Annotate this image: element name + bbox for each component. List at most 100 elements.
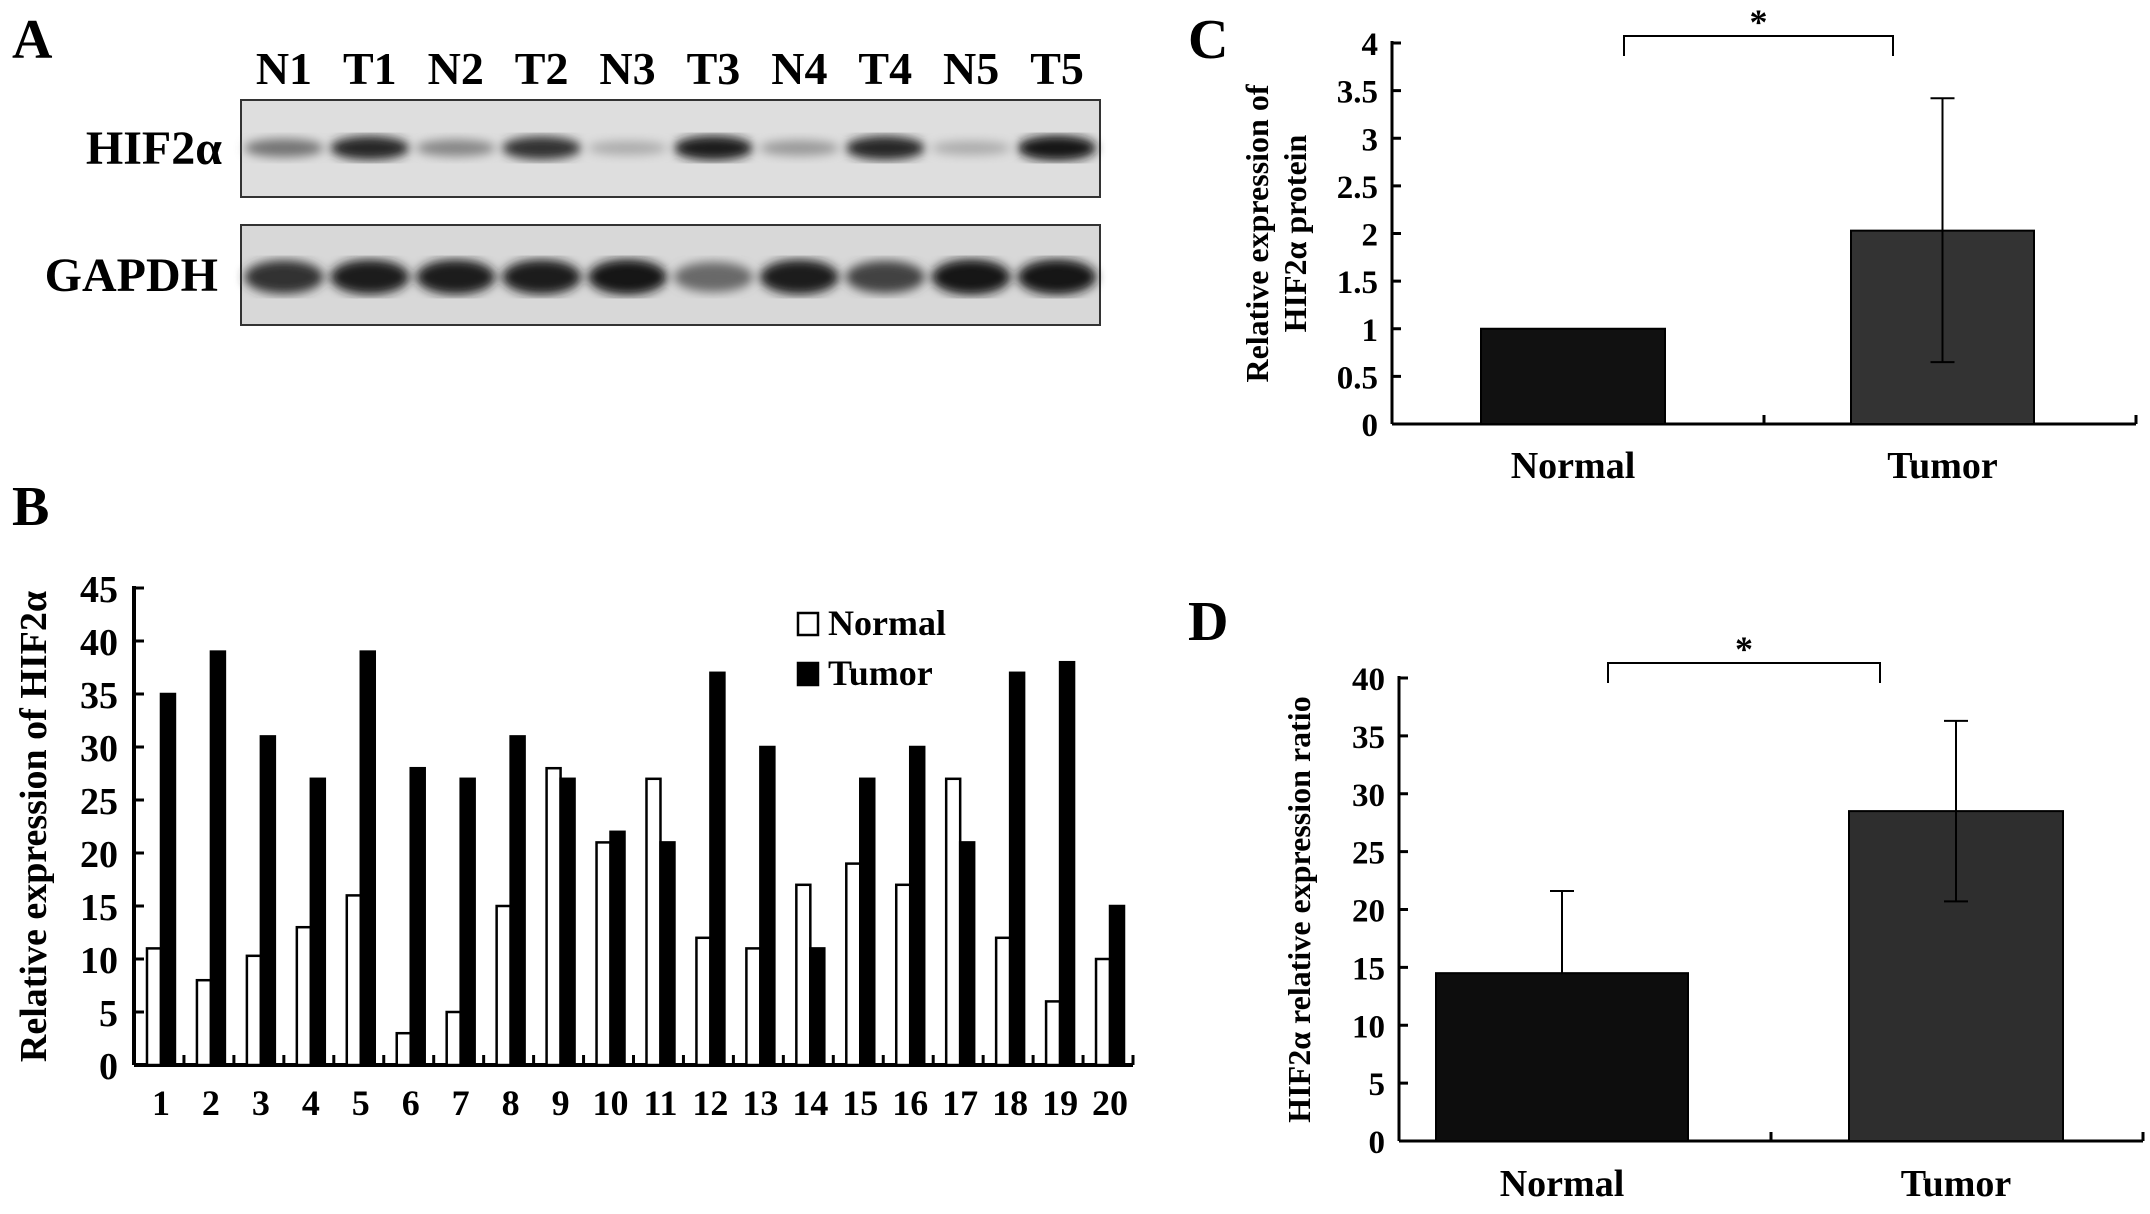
bar-tumor xyxy=(309,777,327,1067)
y-tick-label: 25 xyxy=(80,781,118,823)
legend-label-normal: Normal xyxy=(828,603,946,643)
y-tick-label: 30 xyxy=(1352,778,1385,814)
x-tick-label: 16 xyxy=(892,1083,928,1123)
bar-normal xyxy=(745,947,762,1067)
y-tick-label: 45 xyxy=(80,569,118,611)
x-tick-label: 10 xyxy=(593,1083,629,1123)
bar-tumor xyxy=(1058,660,1076,1067)
bar-tumor xyxy=(659,841,676,1067)
y-tick-label: 3.5 xyxy=(1337,75,1378,111)
x-tick-label: 12 xyxy=(692,1083,728,1123)
legend-label-tumor: Tumor xyxy=(828,653,933,693)
protein-band xyxy=(931,140,1011,156)
bar-tumor xyxy=(1008,671,1026,1067)
x-tick-label: 8 xyxy=(502,1083,520,1123)
x-tick-label: 7 xyxy=(452,1083,470,1123)
protein-band xyxy=(1017,135,1097,161)
legend-swatch-normal xyxy=(796,611,820,637)
y-axis-label-line1: Relative expression of xyxy=(1239,84,1275,382)
y-tick-label: 30 xyxy=(80,728,118,770)
y-tick-label: 0 xyxy=(1369,1125,1386,1161)
bar-normal xyxy=(944,777,962,1067)
y-tick-label: 40 xyxy=(80,622,118,664)
y-tick-label: 20 xyxy=(1352,894,1385,930)
bar-normal xyxy=(695,936,712,1067)
y-tick-label: 10 xyxy=(1352,1009,1385,1045)
protein-band xyxy=(759,140,839,156)
x-tick-label: 9 xyxy=(552,1083,570,1123)
chart-d: 0 5 10 15 20 25 30 35 40 Normal Tumor * HIF2α relati… xyxy=(1281,629,2145,1205)
band-group xyxy=(244,259,1097,295)
bar-tumor xyxy=(709,671,726,1067)
y-tick-label: 0 xyxy=(99,1046,118,1088)
protein-band xyxy=(1017,259,1097,295)
legend-swatch-tumor xyxy=(796,661,820,687)
y-tick-label: 20 xyxy=(80,834,118,876)
bar-tumor xyxy=(159,692,177,1067)
bar-normal xyxy=(445,1010,462,1067)
protein-band xyxy=(845,260,925,294)
lane-label: N4 xyxy=(771,43,827,94)
protein-band xyxy=(759,259,839,295)
significance-bracket xyxy=(1607,662,1881,683)
bar-normal xyxy=(145,947,163,1067)
y-tick-label: 3 xyxy=(1362,122,1379,158)
protein-band xyxy=(673,135,753,161)
x-tick-label: 3 xyxy=(252,1083,270,1123)
y-tick-label: 5 xyxy=(1369,1067,1386,1103)
protein-band xyxy=(845,136,925,160)
bar-tumor xyxy=(1108,904,1126,1067)
bar-normal xyxy=(845,862,862,1067)
bar-tumor xyxy=(609,830,626,1067)
protein-band xyxy=(502,259,582,295)
x-tick-label: 2 xyxy=(202,1083,220,1123)
y-tick-label: 4 xyxy=(1362,27,1379,63)
bar-normal xyxy=(395,1031,412,1067)
x-tick-label: 18 xyxy=(992,1083,1028,1123)
protein-band xyxy=(330,259,410,295)
bar-normal xyxy=(994,936,1012,1067)
protein-band xyxy=(502,136,582,160)
lane-label: T2 xyxy=(515,43,569,94)
bar-normal xyxy=(1044,1000,1062,1067)
lane-label: T3 xyxy=(687,43,741,94)
y-tick-label: 15 xyxy=(1352,951,1385,987)
x-tick-label: 11 xyxy=(643,1083,677,1123)
x-tick-label: 19 xyxy=(1042,1083,1078,1123)
y-axis-label: HIF2α relative expression ratio xyxy=(1281,696,1317,1122)
y-tick-label: 15 xyxy=(80,887,118,929)
bar-tumor xyxy=(559,777,576,1067)
protein-band xyxy=(588,259,668,295)
x-tick-label: Normal xyxy=(1500,1163,1625,1205)
x-tick-label: 4 xyxy=(302,1083,320,1123)
bar-tumor xyxy=(359,650,377,1067)
x-tick-label: 17 xyxy=(942,1083,978,1123)
bar-normal xyxy=(195,978,213,1067)
y-tick-label: 5 xyxy=(99,993,118,1035)
y-tick-label: 1 xyxy=(1362,313,1379,349)
bar-normal xyxy=(345,894,363,1067)
lane-label: T4 xyxy=(858,43,912,94)
lane-label: N3 xyxy=(599,43,655,94)
bar-tumor xyxy=(209,650,227,1067)
protein-band xyxy=(416,139,496,157)
protein-band xyxy=(244,260,324,294)
bar-normal xyxy=(1435,972,1689,1142)
y-axis-label: Relative expression of HIF2α xyxy=(13,591,55,1062)
protein-band xyxy=(330,136,410,160)
y-tick-label: 10 xyxy=(80,940,118,982)
y-tick-label: 40 xyxy=(1352,662,1385,698)
lane-label: T1 xyxy=(343,43,397,94)
bar-normal xyxy=(645,777,662,1067)
lane-label: N1 xyxy=(256,43,312,94)
x-tick-label: 5 xyxy=(352,1083,370,1123)
x-tick-label: Tumor xyxy=(1901,1163,2012,1205)
bar-normal xyxy=(894,883,912,1067)
bar-tumor xyxy=(859,777,876,1067)
bar-normal xyxy=(795,883,812,1067)
y-tick-label: 35 xyxy=(1352,720,1385,756)
bar-tumor xyxy=(459,777,476,1067)
bar-normal xyxy=(595,841,612,1067)
bar-normal xyxy=(1094,957,1112,1067)
